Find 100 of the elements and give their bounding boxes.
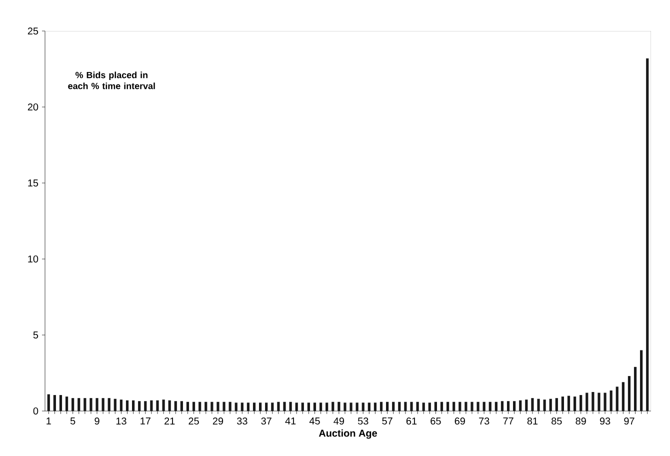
bar bbox=[283, 402, 286, 411]
y-tick-label: 5 bbox=[33, 332, 38, 338]
bar bbox=[458, 402, 462, 411]
x-tick-label: 81 bbox=[527, 418, 538, 425]
y-tick-label: 10 bbox=[28, 255, 38, 263]
bar bbox=[240, 402, 244, 411]
x-tick-label: 61 bbox=[406, 418, 417, 425]
bar bbox=[338, 402, 340, 411]
bar bbox=[132, 400, 135, 411]
bar bbox=[610, 390, 612, 411]
bar bbox=[356, 402, 358, 411]
x-tick-label: 89 bbox=[576, 418, 586, 425]
x-tick-label: 33 bbox=[237, 418, 248, 425]
bar bbox=[319, 402, 322, 411]
y-tick-label: 15 bbox=[28, 180, 38, 186]
x-tick-label: 5 bbox=[70, 418, 76, 424]
bar bbox=[628, 376, 631, 411]
bar bbox=[398, 402, 401, 411]
x-tick-label: 25 bbox=[188, 418, 199, 425]
bar bbox=[543, 400, 546, 411]
bar bbox=[313, 402, 316, 411]
x-tick-label: 41 bbox=[285, 418, 296, 424]
x-tick-label: 53 bbox=[358, 418, 368, 425]
bar bbox=[295, 402, 298, 411]
bar bbox=[598, 392, 600, 411]
bar bbox=[428, 402, 431, 411]
x-tick-label: 97 bbox=[624, 418, 634, 425]
x-tick-label: 93 bbox=[600, 418, 610, 425]
bar bbox=[180, 401, 183, 411]
bar bbox=[422, 402, 425, 411]
bar bbox=[392, 402, 395, 411]
bar bbox=[592, 392, 594, 411]
bar bbox=[265, 402, 268, 411]
x-tick-label: 37 bbox=[261, 418, 272, 425]
bar bbox=[616, 386, 618, 411]
bar bbox=[374, 402, 377, 411]
bar bbox=[326, 402, 328, 411]
bar bbox=[362, 402, 364, 411]
x-axis-title: Auction Age bbox=[318, 429, 377, 439]
bar bbox=[150, 400, 153, 411]
x-tick-label: 73 bbox=[479, 418, 490, 425]
bar bbox=[640, 350, 643, 411]
bar bbox=[198, 402, 202, 411]
bar bbox=[228, 402, 232, 411]
bar bbox=[53, 395, 56, 411]
bar bbox=[482, 402, 486, 411]
bar bbox=[434, 402, 437, 411]
x-tick-label: 1 bbox=[46, 418, 51, 424]
bar bbox=[488, 402, 492, 411]
bar bbox=[506, 401, 510, 411]
bar bbox=[47, 394, 50, 411]
bar bbox=[531, 398, 534, 411]
bar bbox=[301, 402, 304, 411]
bar bbox=[513, 401, 516, 411]
text: % Bids placed in each % time interval bbox=[68, 72, 155, 90]
bar bbox=[307, 402, 310, 411]
bar bbox=[90, 398, 92, 411]
bar bbox=[65, 396, 68, 411]
bar bbox=[646, 58, 649, 411]
bar bbox=[350, 402, 352, 411]
bar bbox=[162, 400, 165, 411]
bar bbox=[186, 402, 190, 411]
bar bbox=[332, 402, 334, 411]
bar bbox=[234, 402, 238, 411]
bar bbox=[277, 402, 280, 411]
bar bbox=[525, 400, 528, 411]
bar bbox=[259, 402, 262, 411]
bar bbox=[114, 398, 116, 411]
bar bbox=[580, 395, 582, 411]
x-tick-label: 77 bbox=[503, 418, 514, 424]
bar bbox=[174, 401, 177, 411]
bar bbox=[192, 402, 196, 411]
bar bbox=[78, 398, 80, 411]
bar bbox=[386, 402, 389, 411]
bar bbox=[452, 402, 456, 411]
bar bbox=[440, 402, 444, 411]
x-tick-label: 85 bbox=[552, 418, 562, 425]
bar bbox=[368, 402, 370, 411]
bar bbox=[380, 402, 383, 411]
bar bbox=[222, 402, 226, 411]
bar bbox=[289, 402, 292, 411]
y-tick-label: 20 bbox=[28, 103, 38, 111]
y-tick-label: 0 bbox=[33, 407, 38, 415]
x-tick-label: 9 bbox=[94, 418, 100, 425]
bar bbox=[144, 401, 147, 411]
x-tick-label: 17 bbox=[140, 418, 150, 424]
bar bbox=[537, 398, 540, 411]
bar bbox=[404, 402, 407, 411]
bar bbox=[138, 401, 141, 411]
x-tick-label: 69 bbox=[454, 418, 465, 425]
bar bbox=[102, 398, 104, 411]
bar bbox=[344, 402, 346, 411]
bar bbox=[555, 398, 558, 411]
bar bbox=[96, 398, 98, 411]
bar bbox=[561, 396, 564, 411]
bar bbox=[210, 402, 214, 411]
bar bbox=[586, 392, 588, 411]
bar bbox=[500, 401, 504, 411]
x-tick-label: 13 bbox=[116, 418, 126, 425]
bar bbox=[72, 398, 74, 411]
